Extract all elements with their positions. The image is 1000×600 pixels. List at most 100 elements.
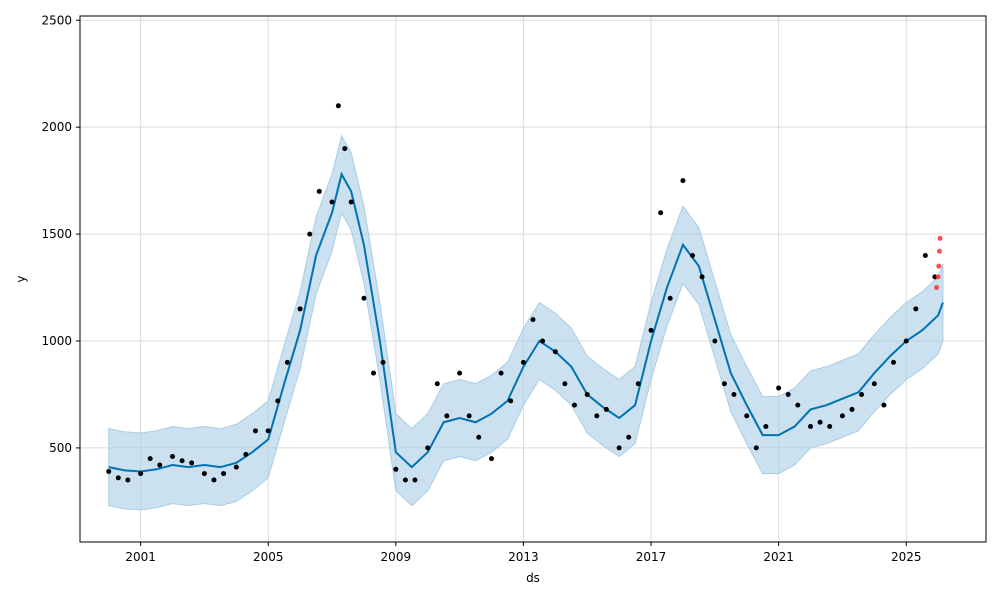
- observed-point: [307, 231, 313, 237]
- observed-point: [275, 398, 281, 404]
- y-tick-label: 2500: [41, 13, 72, 27]
- y-axis: 500 1000 1500 2000 2500: [41, 13, 80, 455]
- recent-point: [937, 235, 943, 241]
- observed-point: [763, 424, 769, 430]
- x-axis: 2001 2005 2009 2013 2017 2021 2025: [125, 542, 922, 564]
- observed-point: [297, 306, 303, 312]
- observed-point: [434, 381, 440, 387]
- observed-point: [699, 274, 705, 280]
- observed-point: [476, 434, 482, 440]
- observed-point: [744, 413, 750, 419]
- observed-point: [335, 103, 341, 109]
- observed-point: [508, 398, 514, 404]
- observed-point: [189, 460, 195, 466]
- observed-point: [466, 413, 472, 419]
- observed-point: [147, 456, 153, 462]
- observed-point: [603, 406, 609, 412]
- observed-point: [201, 471, 207, 477]
- recent-point: [934, 285, 940, 291]
- x-axis-title: ds: [526, 571, 540, 585]
- uncertainty-band-area: [108, 134, 944, 511]
- observed-point: [457, 370, 463, 376]
- observed-point: [179, 458, 185, 464]
- observed-point: [667, 295, 673, 301]
- forecast-line-path: [108, 171, 944, 473]
- observed-point: [626, 434, 632, 440]
- observed-point: [125, 477, 131, 483]
- observed-point: [138, 471, 144, 477]
- observed-point: [903, 338, 909, 344]
- x-tick-label: 2013: [508, 550, 539, 564]
- observed-point: [520, 359, 526, 365]
- observed-point: [922, 252, 928, 258]
- x-tick-label: 2017: [636, 550, 667, 564]
- observed-points: [106, 103, 938, 483]
- observed-point: [361, 295, 367, 301]
- observed-point: [562, 381, 568, 387]
- observed-point: [402, 477, 408, 483]
- observed-point: [648, 327, 654, 333]
- x-tick-label: 2009: [381, 550, 412, 564]
- observed-point: [594, 413, 600, 419]
- observed-point: [839, 413, 845, 419]
- observed-point: [690, 252, 696, 258]
- observed-point: [211, 477, 217, 483]
- forecast-line: [108, 171, 944, 473]
- y-tick-label: 2000: [41, 120, 72, 134]
- uncertainty-band: [108, 134, 944, 511]
- observed-point: [731, 391, 737, 397]
- observed-point: [157, 462, 163, 468]
- observed-point: [552, 349, 558, 355]
- observed-point: [316, 188, 322, 194]
- recent-point: [936, 248, 942, 254]
- observed-point: [795, 402, 801, 408]
- y-tick-label: 1000: [41, 334, 72, 348]
- observed-point: [329, 199, 335, 205]
- observed-point: [530, 317, 536, 323]
- observed-point: [808, 424, 814, 430]
- observed-point: [380, 359, 386, 365]
- observed-point: [348, 199, 354, 205]
- observed-point: [106, 468, 112, 474]
- observed-point: [221, 471, 227, 477]
- observed-point: [370, 370, 376, 376]
- observed-point: [412, 477, 418, 483]
- observed-point: [540, 338, 546, 344]
- observed-point: [859, 391, 865, 397]
- x-tick-label: 2001: [125, 550, 156, 564]
- observed-point: [721, 381, 727, 387]
- observed-point: [817, 419, 823, 425]
- observed-point: [284, 359, 290, 365]
- observed-point: [785, 391, 791, 397]
- x-tick-label: 2025: [891, 550, 922, 564]
- y-tick-label: 1500: [41, 227, 72, 241]
- observed-point: [233, 464, 239, 470]
- observed-point: [616, 445, 622, 451]
- observed-point: [753, 445, 759, 451]
- x-tick-label: 2021: [763, 550, 794, 564]
- observed-point: [827, 424, 833, 430]
- observed-point: [712, 338, 718, 344]
- observed-point: [393, 466, 399, 472]
- observed-point: [252, 428, 258, 434]
- observed-point: [265, 428, 271, 434]
- observed-point: [881, 402, 887, 408]
- observed-point: [243, 451, 249, 457]
- observed-point: [115, 475, 121, 481]
- recent-point: [936, 263, 942, 269]
- plot-frame: [79, 15, 987, 543]
- observed-point: [489, 456, 495, 462]
- observed-point: [635, 381, 641, 387]
- recent-points: [934, 235, 943, 291]
- y-tick-label: 500: [49, 441, 72, 455]
- observed-point: [849, 406, 855, 412]
- observed-point: [871, 381, 877, 387]
- observed-point: [342, 146, 348, 152]
- x-tick-label: 2005: [253, 550, 284, 564]
- observed-point: [776, 385, 782, 391]
- observed-point: [571, 402, 577, 408]
- observed-point: [444, 413, 450, 419]
- observed-point: [658, 210, 664, 216]
- observed-point: [498, 370, 504, 376]
